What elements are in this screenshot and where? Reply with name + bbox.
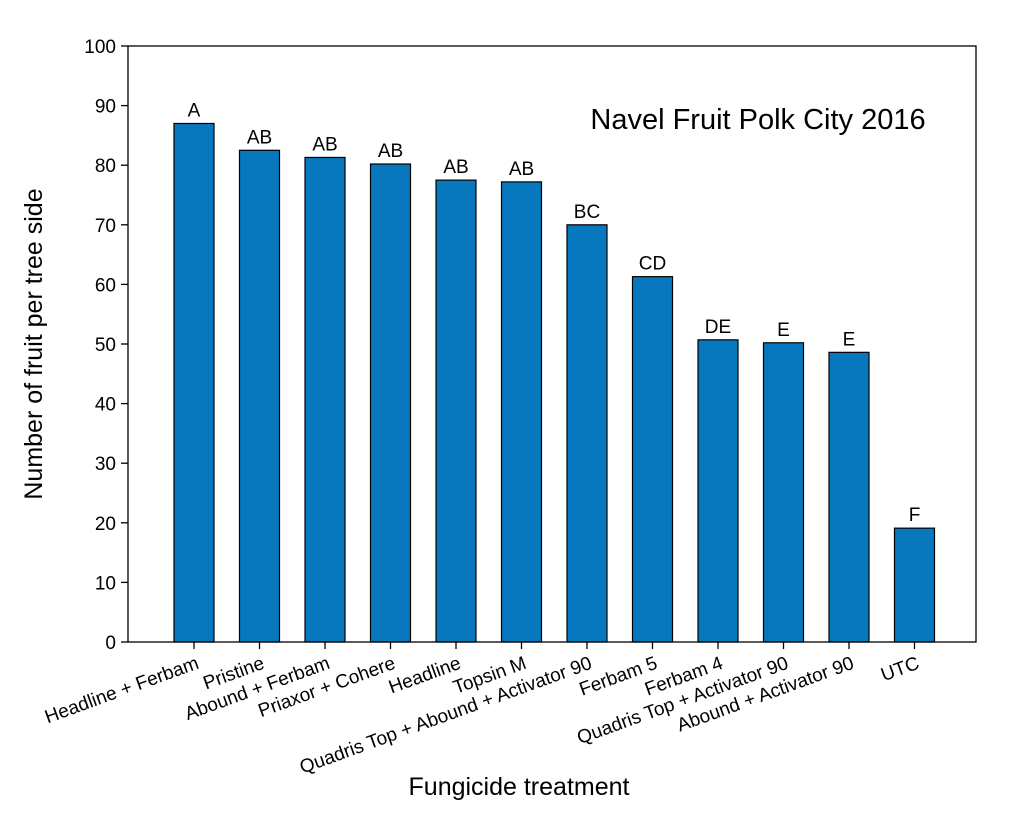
bar — [304, 156, 346, 643]
significance-letter: AB — [378, 141, 403, 162]
y-tick-label: 70 — [95, 216, 116, 237]
y-tick-label: 50 — [95, 335, 116, 356]
significance-letter: E — [777, 320, 790, 341]
y-axis-ticks: 0 10 20 30 40 50 60 70 80 90 100 — [84, 37, 128, 654]
significance-letter: AB — [443, 157, 468, 178]
bar — [697, 339, 739, 643]
y-tick-label: 0 — [105, 633, 116, 654]
significance-labels: A AB AB AB AB AB BC CD DE E E F — [188, 100, 921, 526]
bar — [369, 163, 412, 643]
y-tick-label: 30 — [95, 454, 116, 475]
significance-letter: A — [188, 100, 201, 121]
significance-letter: E — [843, 329, 856, 350]
significance-letter: CD — [639, 254, 666, 275]
significance-letter: F — [909, 505, 921, 526]
y-tick-label: 90 — [95, 97, 116, 118]
y-axis-title: Number of fruit per tree side — [20, 188, 48, 499]
significance-letter: AB — [247, 127, 272, 148]
significance-letter: AB — [312, 134, 337, 155]
bar — [173, 122, 215, 643]
significance-letter: DE — [705, 317, 731, 338]
bar — [893, 527, 936, 643]
y-tick-label: 10 — [95, 573, 116, 594]
bar — [500, 181, 543, 643]
y-tick-label: 60 — [95, 275, 116, 296]
x-axis-title: Fungicide treatment — [409, 773, 630, 801]
y-tick-label: 40 — [95, 395, 116, 416]
bar — [762, 342, 805, 643]
bar — [238, 149, 281, 643]
y-tick-label: 20 — [95, 514, 116, 535]
significance-letter: BC — [574, 202, 600, 223]
bar — [828, 351, 870, 643]
bar — [566, 224, 608, 643]
significance-letter: AB — [509, 159, 534, 180]
bars-group — [173, 122, 936, 643]
bar — [435, 179, 477, 643]
y-tick-label: 80 — [95, 156, 116, 177]
y-tick-label: 100 — [84, 37, 116, 58]
bar — [631, 276, 674, 643]
chart-title: Navel Fruit Polk City 2016 — [590, 104, 925, 136]
